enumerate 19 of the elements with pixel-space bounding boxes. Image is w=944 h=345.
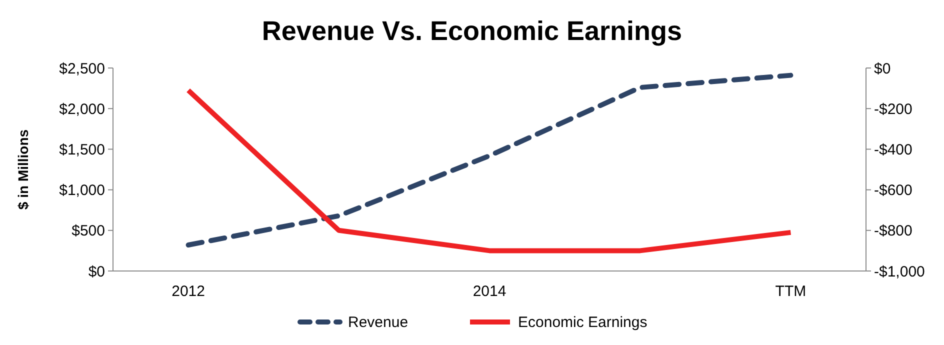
y2-tick-label: -$400 [874,141,912,158]
chart-title: Revenue Vs. Economic Earnings [262,16,682,46]
y2-tick-label: -$800 [874,222,912,240]
y2-tick-label: -$600 [874,182,912,200]
y-tick-label: $2,000 [59,100,105,118]
y-tick-label: $500 [72,222,105,240]
y-axis-title: $ in Millions [15,129,31,210]
y2-tick-label: $0 [874,60,891,78]
x-tick-label: 2014 [472,283,506,300]
y-tick-label: $0 [88,263,105,280]
y2-tick-label: -$200 [874,100,912,118]
y-tick-label: $1,000 [59,182,105,200]
legend-label: Revenue [348,314,408,331]
legend-label: Economic Earnings [518,314,648,331]
x-tick-label: 2012 [172,283,205,300]
y2-tick-label: -$1,000 [874,263,925,280]
x-tick-label: TTM [775,283,806,300]
y-tick-label: $2,500 [59,60,105,78]
y-tick-label: $1,500 [59,141,105,158]
